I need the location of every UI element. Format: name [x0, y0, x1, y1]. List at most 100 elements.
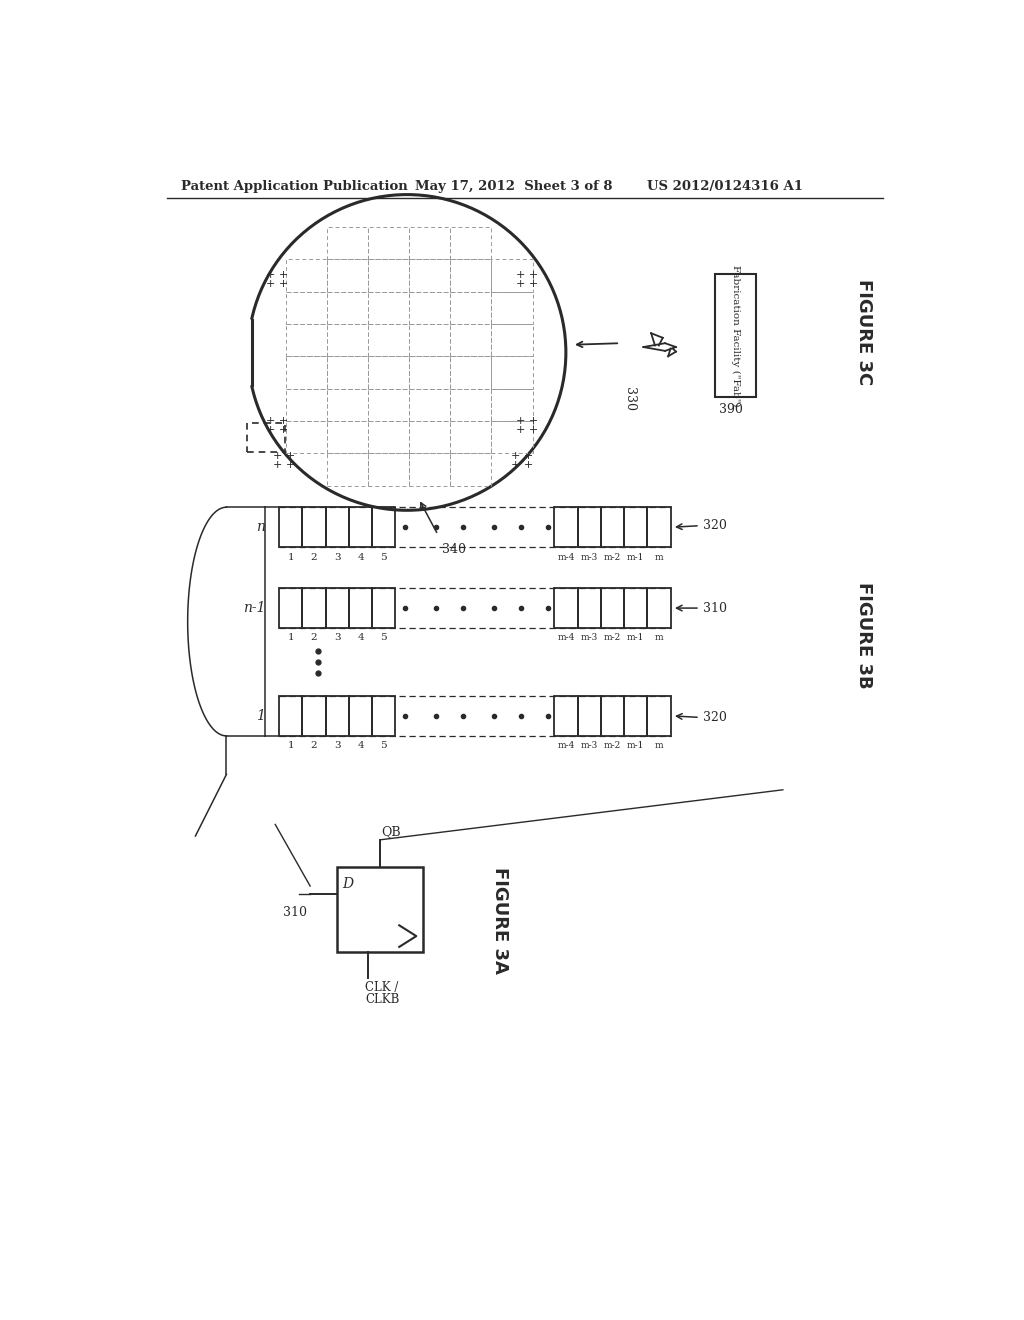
Text: + +: + +: [265, 425, 288, 436]
Text: m-3: m-3: [581, 553, 598, 561]
Text: m-2: m-2: [604, 553, 621, 561]
Bar: [451, 453, 492, 486]
Bar: [601, 589, 624, 628]
Bar: [492, 356, 532, 388]
Text: + +: + +: [511, 450, 532, 461]
Bar: [328, 453, 369, 486]
Text: 310: 310: [283, 907, 307, 920]
Text: + +: + +: [265, 269, 288, 280]
Bar: [280, 589, 302, 628]
Bar: [326, 589, 349, 628]
Text: US 2012/0124316 A1: US 2012/0124316 A1: [647, 181, 803, 194]
Bar: [369, 356, 410, 388]
Bar: [286, 323, 328, 356]
Text: + +: + +: [273, 450, 296, 461]
Bar: [369, 227, 410, 259]
Text: 1: 1: [288, 634, 294, 643]
Text: + +: + +: [516, 416, 539, 426]
Bar: [647, 696, 671, 737]
Text: + +: + +: [516, 279, 539, 289]
Bar: [578, 696, 601, 737]
Bar: [624, 507, 647, 548]
Text: 320: 320: [703, 711, 727, 723]
Bar: [647, 507, 671, 548]
Bar: [410, 227, 451, 259]
Bar: [578, 589, 601, 628]
Bar: [624, 696, 647, 737]
Bar: [326, 696, 349, 737]
Text: m: m: [654, 553, 664, 561]
Text: + +: + +: [516, 269, 539, 280]
Bar: [328, 323, 369, 356]
Bar: [280, 507, 302, 548]
Text: 320: 320: [703, 519, 727, 532]
Text: + +: + +: [265, 279, 288, 289]
Text: m-3: m-3: [581, 742, 598, 750]
Bar: [601, 507, 624, 548]
Text: D: D: [342, 876, 353, 891]
Bar: [716, 275, 756, 397]
Text: CLKB: CLKB: [366, 993, 399, 1006]
Text: 1: 1: [256, 709, 265, 723]
Bar: [302, 507, 326, 548]
Text: 4: 4: [357, 553, 364, 561]
Bar: [410, 453, 451, 486]
Text: n: n: [256, 520, 265, 535]
Text: 2: 2: [310, 742, 317, 750]
Bar: [280, 696, 302, 737]
Text: + +: + +: [273, 459, 296, 470]
Text: 3: 3: [334, 553, 341, 561]
Text: 340: 340: [442, 543, 466, 556]
Bar: [410, 388, 451, 421]
Text: m-4: m-4: [557, 634, 574, 643]
Bar: [328, 421, 369, 453]
Bar: [247, 422, 285, 451]
Bar: [451, 259, 492, 292]
Bar: [624, 589, 647, 628]
Bar: [369, 388, 410, 421]
Text: QB: QB: [381, 825, 401, 838]
Text: FIGURE 3B: FIGURE 3B: [855, 582, 873, 689]
Text: 1: 1: [288, 742, 294, 750]
Text: Patent Application Publication: Patent Application Publication: [180, 181, 408, 194]
Bar: [601, 696, 624, 737]
Bar: [349, 507, 372, 548]
Bar: [286, 421, 328, 453]
Text: May 17, 2012  Sheet 3 of 8: May 17, 2012 Sheet 3 of 8: [415, 181, 612, 194]
Bar: [337, 867, 423, 952]
Bar: [410, 323, 451, 356]
Bar: [492, 292, 532, 323]
Bar: [372, 589, 395, 628]
Bar: [328, 356, 369, 388]
Text: m-1: m-1: [627, 553, 644, 561]
Bar: [451, 292, 492, 323]
Bar: [326, 507, 349, 548]
Text: m: m: [654, 742, 664, 750]
Text: n-1: n-1: [243, 601, 265, 615]
Bar: [492, 421, 532, 453]
Bar: [369, 259, 410, 292]
Bar: [302, 696, 326, 737]
Bar: [578, 507, 601, 548]
Bar: [451, 388, 492, 421]
Text: 1: 1: [288, 553, 294, 561]
Bar: [369, 292, 410, 323]
Bar: [302, 589, 326, 628]
Bar: [369, 323, 410, 356]
Bar: [554, 696, 578, 737]
Text: Fabrication Facility ("Fab"): Fabrication Facility ("Fab"): [731, 265, 740, 407]
Text: + +: + +: [516, 425, 539, 436]
Bar: [328, 388, 369, 421]
Text: 390: 390: [719, 404, 743, 416]
Bar: [492, 323, 532, 356]
Bar: [451, 227, 492, 259]
Bar: [451, 421, 492, 453]
Bar: [369, 453, 410, 486]
Text: CLK /: CLK /: [366, 981, 398, 994]
Text: m-1: m-1: [627, 742, 644, 750]
Text: 5: 5: [381, 634, 387, 643]
Bar: [554, 507, 578, 548]
Bar: [286, 388, 328, 421]
Text: 5: 5: [381, 742, 387, 750]
Bar: [372, 696, 395, 737]
